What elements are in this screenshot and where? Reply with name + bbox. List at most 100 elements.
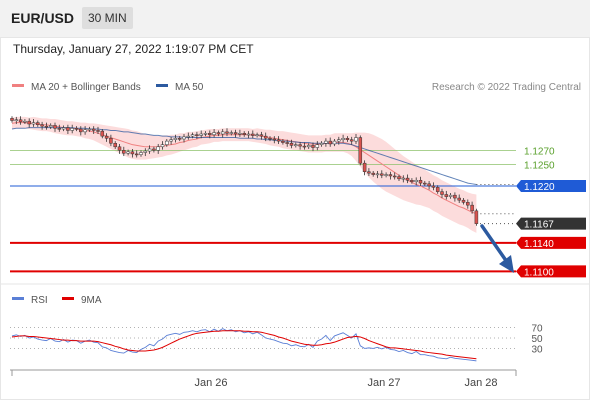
candle-body	[61, 127, 66, 130]
candle-body	[332, 140, 337, 145]
candle-body	[457, 197, 461, 201]
level-tag-4	[516, 236, 586, 249]
candle-body	[57, 128, 62, 130]
level-label-3: 1.1167	[524, 220, 554, 231]
timeframe-button[interactable]: 30 MIN	[82, 7, 133, 29]
candle-body	[208, 133, 212, 135]
rsi-legend-swatch-1	[62, 297, 74, 300]
forecast-arrow	[480, 224, 514, 273]
candle-body	[470, 204, 474, 212]
candle-body	[311, 145, 315, 148]
candle-body	[405, 177, 410, 181]
candle-body	[289, 143, 294, 146]
candle-body	[410, 180, 414, 182]
candle-body	[199, 133, 203, 136]
candle-body	[380, 173, 384, 176]
candle-body	[362, 162, 367, 172]
candle-body	[306, 145, 311, 148]
candle-body	[272, 138, 277, 141]
candle-body	[384, 174, 388, 176]
candle-body	[27, 120, 31, 125]
candle-body	[10, 118, 14, 121]
candle-body	[160, 144, 165, 148]
candle-body	[448, 194, 453, 197]
candle-body	[31, 122, 36, 125]
last-price-tag	[516, 217, 586, 230]
candle-body	[156, 146, 160, 151]
level-label-0: 1.1270	[524, 146, 555, 157]
candle-body	[341, 138, 345, 140]
legend-swatch-0	[12, 84, 24, 87]
legend-swatch-1	[156, 84, 168, 87]
candle-body	[337, 139, 341, 142]
candle-body	[152, 148, 156, 151]
candle-body	[96, 130, 100, 132]
candle-body	[104, 135, 109, 139]
candle-body	[268, 138, 272, 140]
candle-body	[195, 134, 199, 136]
level-label-1: 1.1250	[524, 161, 555, 172]
forecast-arrow-shaft	[480, 224, 509, 264]
candle-body	[100, 130, 105, 137]
candle-body	[177, 138, 182, 140]
x-axis: Jan 26 Jan 27 Jan 28	[10, 369, 517, 389]
candle-body	[246, 133, 251, 136]
candle-body	[36, 122, 40, 126]
candle-body	[242, 133, 246, 135]
candle-body	[315, 144, 320, 148]
rsi-tick-2: 30	[531, 344, 543, 355]
candle-body	[324, 140, 328, 144]
candle-body	[143, 150, 148, 153]
candle-body	[431, 185, 436, 188]
candle-body	[147, 148, 152, 152]
candle-body	[130, 151, 135, 155]
candle-body	[212, 132, 216, 135]
candle-body	[375, 173, 380, 176]
candle-body	[388, 174, 393, 177]
candle-body	[70, 128, 74, 131]
rsi-tick-1: 50	[531, 334, 543, 345]
candle-body	[474, 210, 479, 224]
price-levels	[10, 149, 516, 273]
symbol-label: EUR/USD	[11, 10, 75, 26]
candle-body	[259, 134, 264, 137]
candle-body	[83, 129, 87, 133]
candle-body	[354, 137, 358, 142]
rsi-tick-0: 70	[531, 324, 543, 335]
candle-body	[53, 125, 57, 129]
rsi-series-1	[11, 330, 477, 360]
candle-body	[453, 194, 457, 199]
candle-body	[397, 176, 401, 180]
candle-body	[18, 119, 23, 123]
candle-body	[182, 136, 186, 140]
candle-body	[48, 125, 53, 128]
candle-body	[461, 199, 466, 203]
candle-body	[165, 140, 169, 145]
candle-body	[349, 139, 354, 142]
candle-body	[186, 135, 191, 138]
level-label-4: 1.1140	[524, 239, 554, 250]
candle-body	[14, 119, 19, 122]
candle-body	[238, 133, 242, 135]
candle-body	[216, 132, 221, 135]
candle-body	[190, 134, 195, 137]
candle-body	[423, 182, 427, 185]
candle-body	[302, 145, 307, 148]
candle-body	[418, 180, 423, 184]
chart-header: EUR/USD 30 MIN	[0, 0, 590, 38]
candle-body	[276, 139, 281, 142]
candle-body	[113, 143, 117, 148]
candle-body	[435, 187, 440, 192]
level-label-2: 1.1220	[524, 182, 555, 193]
candle-body	[294, 144, 298, 146]
candle-body	[414, 180, 418, 182]
level-tag-2	[516, 179, 586, 192]
rsi-legend-label-1: 9MA	[81, 295, 102, 306]
candle-body	[44, 125, 49, 128]
legend-label-0: MA 20 + Bollinger Bands	[31, 82, 141, 93]
rsi-legend-label-0: RSI	[31, 295, 48, 306]
rsi-legend-swatch-0	[12, 297, 24, 300]
candle-body	[203, 133, 208, 135]
candlesticks	[10, 116, 479, 226]
credit-text: Research © 2022 Trading Central	[432, 82, 581, 93]
